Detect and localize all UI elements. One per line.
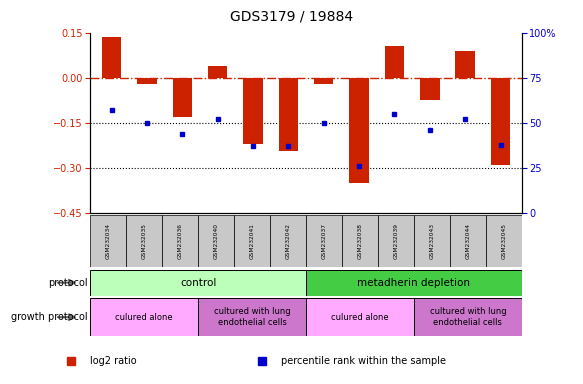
Bar [314,78,333,84]
Text: cultured with lung
endothelial cells: cultured with lung endothelial cells [430,308,506,327]
Text: control: control [180,278,216,288]
Bar [90,215,127,267]
Bar [137,78,157,84]
Bar [414,215,450,267]
Bar [414,298,522,336]
Bar [270,215,306,267]
Bar [349,78,369,183]
Bar [306,298,414,336]
Text: log2 ratio: log2 ratio [90,356,136,366]
Bar [90,270,306,296]
Text: cultured with lung
endothelial cells: cultured with lung endothelial cells [214,308,290,327]
Bar [162,215,198,267]
Text: percentile rank within the sample: percentile rank within the sample [281,356,446,366]
Bar [306,270,522,296]
Text: culured alone: culured alone [115,313,173,322]
Bar [450,215,486,267]
Bar [102,37,121,78]
Text: protocol: protocol [48,278,87,288]
Bar [208,66,227,78]
Text: GSM232038: GSM232038 [357,223,363,259]
Text: GSM232040: GSM232040 [214,223,219,259]
Bar [455,51,475,78]
Bar [173,78,192,117]
Bar [306,215,342,267]
Bar [420,78,440,100]
Bar [243,78,263,144]
Text: GSM232045: GSM232045 [501,223,506,259]
Text: metadherin depletion: metadherin depletion [357,278,470,288]
Text: GSM232042: GSM232042 [286,223,290,259]
Bar [342,215,378,267]
Text: GDS3179 / 19884: GDS3179 / 19884 [230,10,353,23]
Bar [234,215,270,267]
Text: GSM232043: GSM232043 [430,223,434,259]
Bar [486,215,522,267]
Bar [90,298,198,336]
Text: GSM232034: GSM232034 [106,223,111,259]
Bar [279,78,298,151]
Bar [378,215,414,267]
Bar [198,215,234,267]
Bar [385,46,404,78]
Bar [127,215,162,267]
Text: GSM232036: GSM232036 [178,223,182,259]
Text: GSM232039: GSM232039 [394,223,398,259]
Text: culured alone: culured alone [331,313,389,322]
Text: GSM232037: GSM232037 [322,223,326,259]
Text: GSM232044: GSM232044 [465,223,470,259]
Text: GSM232041: GSM232041 [250,223,255,259]
Bar [491,78,510,165]
Bar [198,298,306,336]
Text: growth protocol: growth protocol [11,312,87,322]
Text: GSM232035: GSM232035 [142,223,147,259]
